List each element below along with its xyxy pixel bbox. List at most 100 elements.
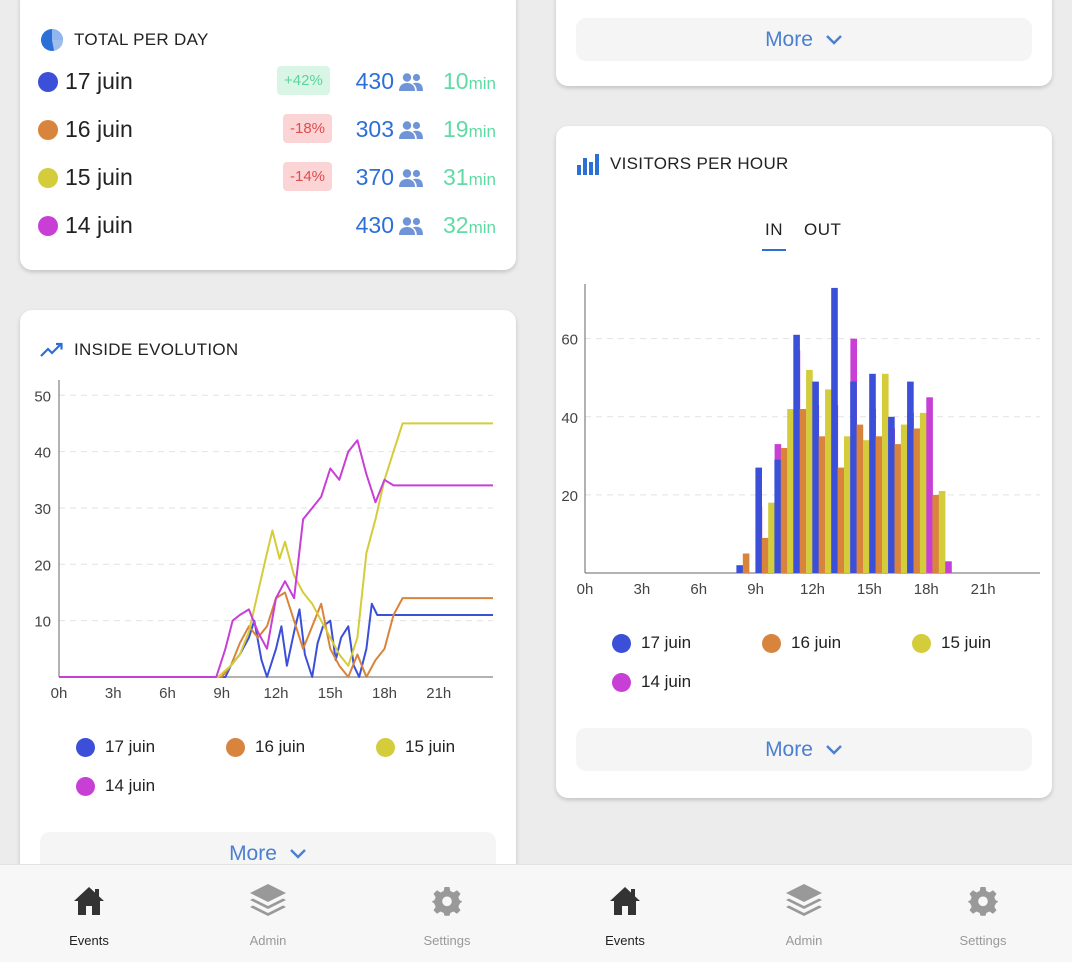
duration-unit: min <box>468 122 496 141</box>
bar <box>932 494 939 573</box>
legend-item[interactable]: 16 juin <box>762 633 841 653</box>
nav-item-admin[interactable]: Admin <box>179 865 357 962</box>
y-tick-label: 60 <box>561 332 578 349</box>
visitors-per-hour-chart: 20 40 60 0h 3h 6h 9h 12h 15h 18h 21h <box>561 284 1040 598</box>
x-tick-label: 3h <box>105 685 122 702</box>
bar <box>888 416 895 573</box>
y-tick-label: 30 <box>34 501 51 518</box>
day-row: 17 juin +42% 430 10min <box>20 62 520 102</box>
visitors-per-hour-card: VISITORS PER HOUR IN OUT 20 40 60 0h 3h 6h 9h 1… <box>556 126 1052 798</box>
legend-label: 14 juin <box>105 776 156 795</box>
bar <box>831 287 838 573</box>
bar <box>875 436 883 573</box>
legend-color-dot <box>76 776 95 796</box>
x-tick-label: 9h <box>213 685 230 702</box>
nav-item-events[interactable]: Events <box>0 865 178 962</box>
duration-unit: min <box>468 218 496 237</box>
bar <box>806 369 813 573</box>
legend-label: 17 juin <box>641 633 692 652</box>
bar <box>913 428 921 573</box>
bar <box>742 553 750 573</box>
change-percent-badge: -18% <box>283 114 333 143</box>
visitors-per-hour-header: VISITORS PER HOUR <box>576 152 789 176</box>
legend-label: 16 juin <box>255 737 306 756</box>
x-tick-label: 6h <box>159 685 176 702</box>
tab-in[interactable]: IN <box>765 220 783 240</box>
bar <box>812 381 819 573</box>
duration-value: 31 <box>443 164 469 190</box>
change-percent-badge: +42% <box>277 66 330 95</box>
bar <box>900 424 908 573</box>
bar <box>863 440 870 573</box>
nav-label: Events <box>69 933 109 948</box>
legend-color-dot <box>612 672 631 692</box>
x-tick-label: 0h <box>577 581 594 598</box>
duration-unit: min <box>468 170 496 189</box>
more-button[interactable]: More <box>576 18 1032 61</box>
more-button[interactable]: More <box>576 728 1032 771</box>
bottom-navigation: Events Admin Settings Events Admin Settings <box>0 864 1072 962</box>
bar <box>780 448 788 573</box>
people-icon <box>399 121 423 139</box>
tab-out[interactable]: OUT <box>804 220 841 240</box>
series-line <box>59 439 493 678</box>
chevron-down-icon <box>290 848 306 859</box>
bar <box>793 334 800 573</box>
bar <box>938 491 946 573</box>
home-icon <box>609 886 641 921</box>
day-label: 14 juin <box>65 212 133 238</box>
inside-evolution-card: INSIDE EVOLUTION 10 20 30 40 50 0h 3h 6h 9h 12h 15… <box>20 310 516 890</box>
people-icon <box>399 169 423 187</box>
day-label: 16 juin <box>65 116 133 142</box>
inside-evolution-header: INSIDE EVOLUTION <box>40 340 238 360</box>
legend-item[interactable]: 17 juin <box>76 737 155 757</box>
legend-item[interactable]: 14 juin <box>612 672 691 692</box>
y-tick-label: 50 <box>34 388 51 405</box>
legend-item[interactable]: 16 juin <box>226 737 305 757</box>
x-tick-label: 3h <box>634 581 651 598</box>
bar <box>837 467 845 573</box>
legend-item[interactable]: 15 juin <box>376 737 455 757</box>
legend-item[interactable]: 15 juin <box>912 633 991 653</box>
nav-label: Admin <box>785 933 823 948</box>
x-tick-label: 18h <box>914 581 939 598</box>
x-tick-label: 18h <box>372 685 397 702</box>
duration-value: 19 <box>443 116 469 142</box>
nav-label: Admin <box>249 933 287 948</box>
legend-color-dot <box>612 633 631 653</box>
bar <box>787 409 794 573</box>
x-tick-label: 15h <box>857 581 882 598</box>
bar <box>844 436 851 573</box>
nav-item-settings[interactable]: Settings <box>894 865 1072 962</box>
y-tick-label: 20 <box>561 488 578 505</box>
nav-label: Events <box>605 933 645 948</box>
people-icon-wrap <box>398 216 424 241</box>
x-tick-label: 0h <box>51 685 68 702</box>
duration-value: 10 <box>443 68 469 94</box>
nav-item-settings[interactable]: Settings <box>358 865 536 962</box>
legend-item[interactable]: 14 juin <box>76 776 155 796</box>
bar <box>768 502 775 573</box>
day-color-dot <box>38 216 58 236</box>
active-tab-indicator <box>762 249 786 251</box>
bar <box>818 436 826 573</box>
legend-item[interactable]: 17 juin <box>612 633 691 653</box>
duration-value: 32 <box>443 212 469 238</box>
day-label: 17 juin <box>65 68 133 94</box>
y-tick-label: 40 <box>561 410 578 427</box>
average-duration: 32min <box>430 212 496 239</box>
people-icon <box>399 73 423 91</box>
total-per-day-header: TOTAL PER DAY <box>40 28 209 52</box>
more-label: More <box>229 841 277 865</box>
bar <box>850 381 857 573</box>
day-color-dot <box>38 120 58 140</box>
nav-item-events[interactable]: Events <box>536 865 714 962</box>
average-duration: 31min <box>430 164 496 191</box>
y-tick-label: 10 <box>34 614 51 631</box>
x-tick-label: 6h <box>690 581 707 598</box>
visitor-count: 370 <box>355 164 394 190</box>
nav-item-admin[interactable]: Admin <box>715 865 893 962</box>
bar <box>882 373 889 573</box>
bar <box>907 381 914 573</box>
average-duration: 10min <box>430 68 496 95</box>
